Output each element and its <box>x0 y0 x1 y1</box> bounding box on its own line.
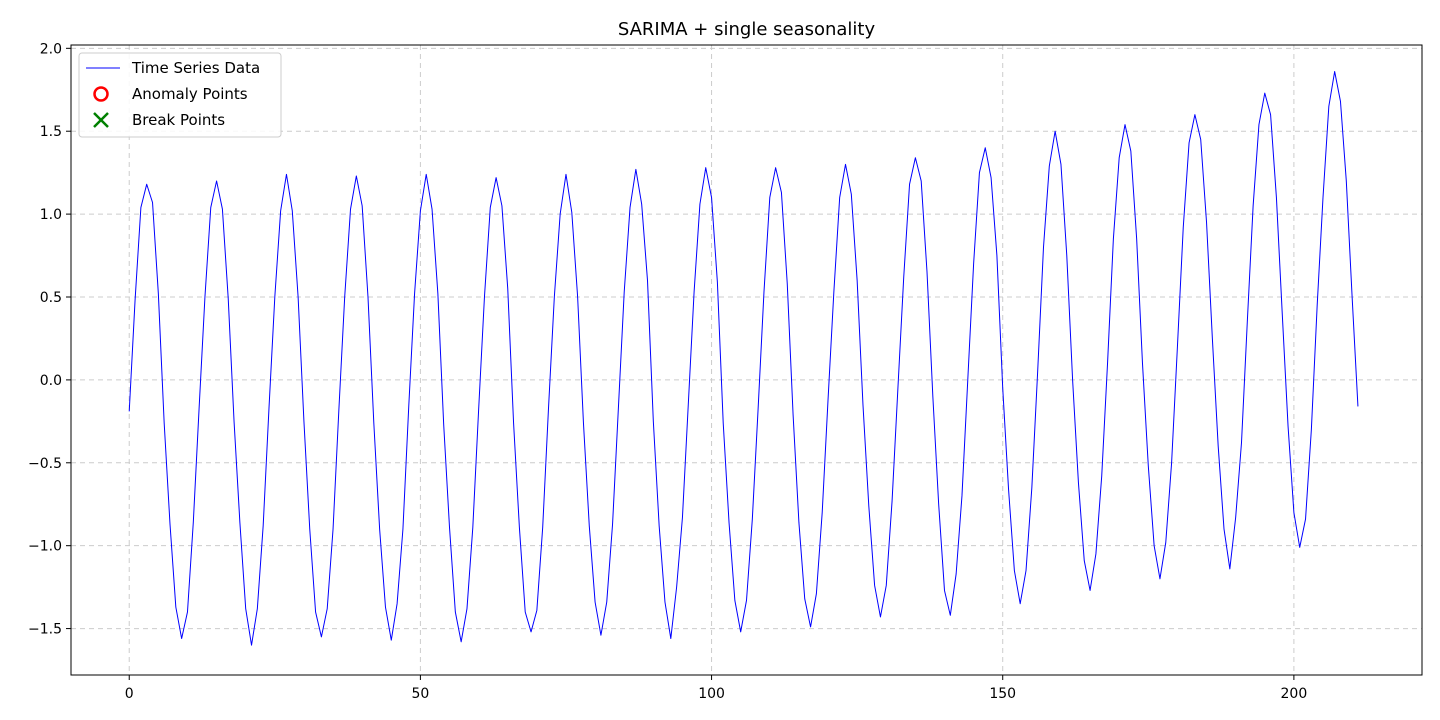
x-tick-label: 200 <box>1281 686 1308 702</box>
y-tick-label: −1.5 <box>28 622 62 638</box>
chart-title: SARIMA + single seasonality <box>618 19 876 40</box>
x-tick-label: 0 <box>125 686 134 702</box>
legend: Time Series Data Anomaly Points Break Poin… <box>78 52 282 138</box>
legend-box <box>78 52 282 138</box>
y-tick-label: 2.0 <box>40 41 62 57</box>
grid <box>71 45 1422 675</box>
legend-label: Time Series Data <box>131 59 260 77</box>
y-tick-label: 0.0 <box>40 373 62 389</box>
plot-line-group <box>128 71 1359 646</box>
legend-handle-x <box>93 112 109 128</box>
legend-handle-circle <box>93 86 109 102</box>
x-tick-label: 50 <box>411 686 429 702</box>
x-axis: 0 50 100 150 200 <box>125 675 1307 702</box>
y-tick-label: −0.5 <box>28 456 62 472</box>
series-line-time-series-data <box>128 71 1359 646</box>
x-tick-label: 150 <box>989 686 1016 702</box>
legend-label: Anomaly Points <box>132 85 248 103</box>
y-tick-label: 1.0 <box>40 207 62 223</box>
legend-label: Break Points <box>132 111 225 129</box>
plot-frame <box>70 44 1423 676</box>
y-axis: −1.5 −1.0 −0.5 0.0 0.5 1.0 1.5 2.0 <box>28 41 71 638</box>
y-tick-label: 1.5 <box>40 124 62 140</box>
y-tick-label: 0.5 <box>40 290 62 306</box>
y-tick-label: −1.0 <box>28 539 62 555</box>
x-tick-label: 100 <box>698 686 725 702</box>
